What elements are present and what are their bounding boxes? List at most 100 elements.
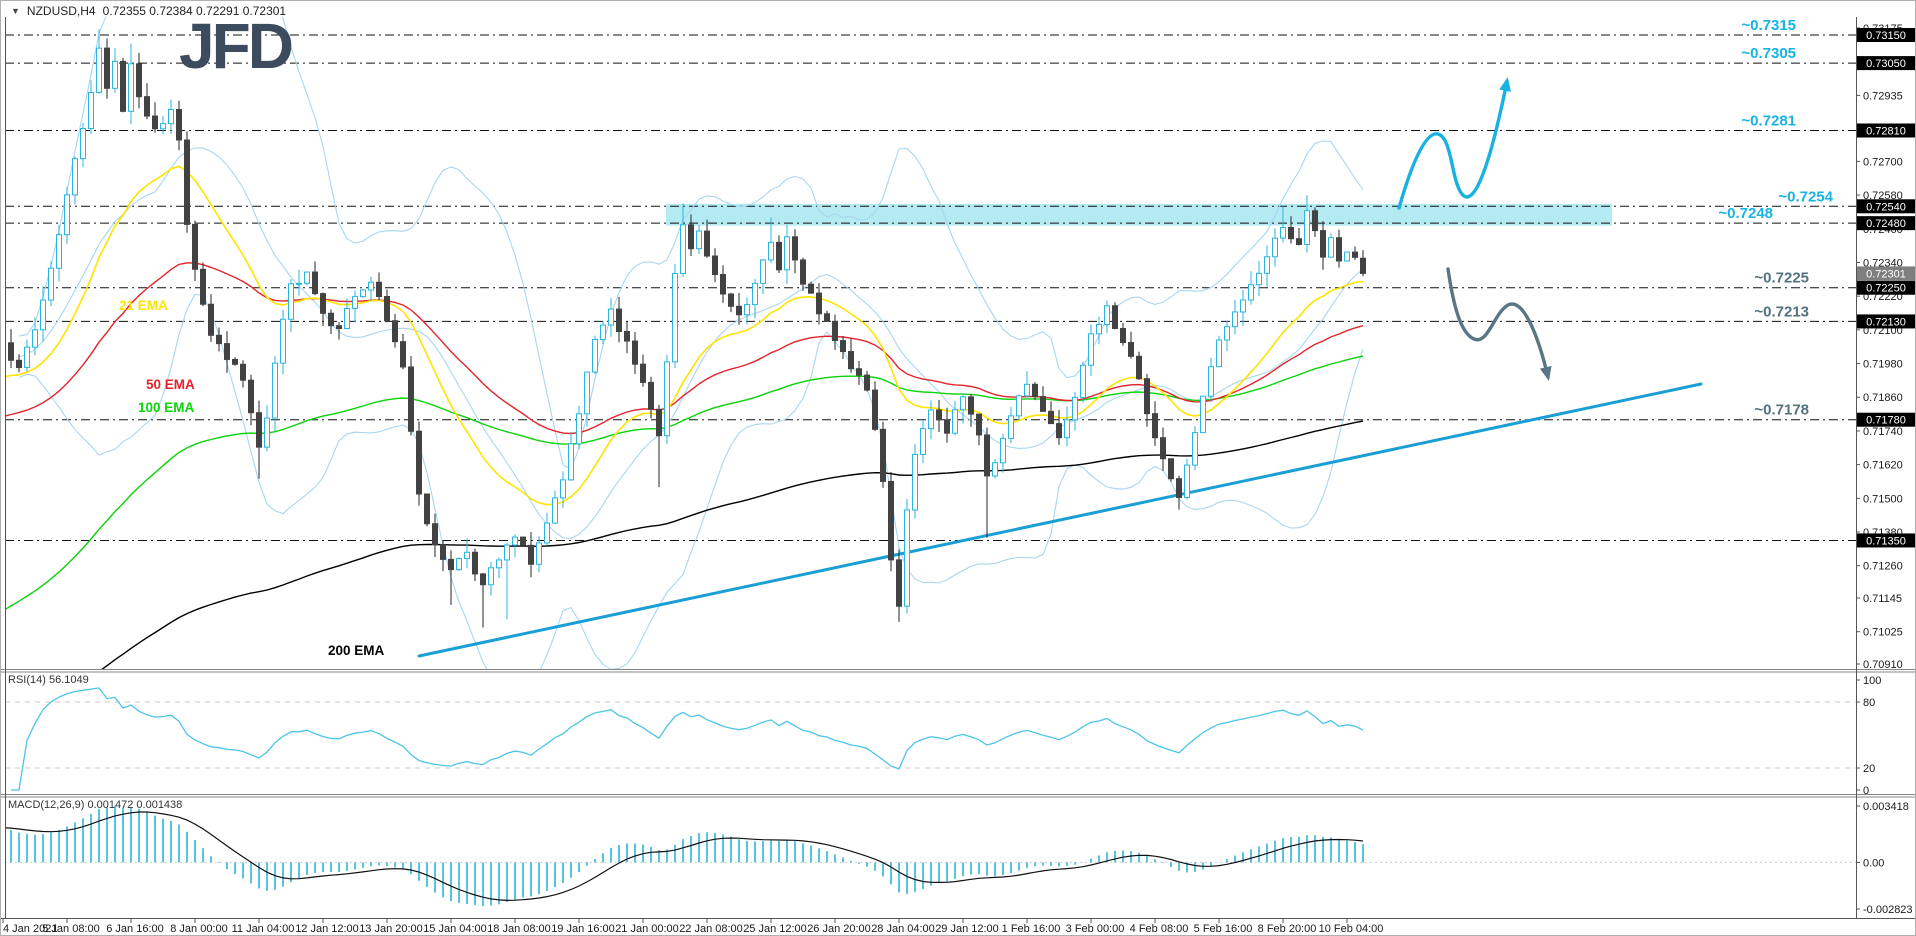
- candle: [936, 409, 942, 421]
- date-axis-label: 11 Jan 04:00: [232, 923, 295, 935]
- bollinger-lower: [18, 293, 1364, 669]
- candle: [312, 271, 318, 295]
- macd-panel[interactable]: [3, 805, 1856, 907]
- candle: [680, 224, 686, 274]
- candle: [1032, 383, 1038, 398]
- candle: [520, 536, 526, 546]
- candle: [104, 47, 110, 89]
- candle: [1104, 305, 1110, 325]
- symbol-dropdown-icon[interactable]: ▼: [11, 6, 20, 16]
- candle: [1336, 237, 1342, 262]
- candle: [136, 63, 142, 98]
- candle: [568, 443, 574, 481]
- rsi-axis[interactable]: 100 80 20 0: [1856, 675, 1881, 797]
- date-axis-label: 4 Jan 2021: [3, 923, 57, 935]
- candle: [32, 329, 38, 348]
- candle: [488, 567, 494, 586]
- date-axis-label: 19 Jan 16:00: [551, 923, 615, 935]
- candle: [992, 462, 998, 477]
- candle: [1056, 423, 1062, 439]
- candle: [584, 371, 590, 415]
- rsi-axis-tick: 20: [1863, 763, 1875, 775]
- level-price-badge: 0.72810: [1866, 125, 1906, 137]
- ema-100-label: 100 EMA: [138, 400, 195, 415]
- candle: [832, 320, 838, 342]
- candle: [144, 96, 150, 117]
- candle: [752, 282, 758, 306]
- candle: [960, 396, 966, 411]
- price-level-label: ~0.7225: [1754, 270, 1809, 287]
- candle: [1128, 341, 1134, 357]
- candlestick-layer[interactable]: [1, 29, 1366, 628]
- date-axis-label: 12 Jan 12:00: [295, 923, 359, 935]
- candle: [80, 128, 86, 160]
- candle: [176, 108, 182, 141]
- rsi-indicator-label: RSI(14) 56.1049: [8, 674, 89, 686]
- candle: [1280, 226, 1286, 239]
- candle: [368, 281, 374, 291]
- candle: [600, 324, 606, 340]
- date-axis-label: 18 Jan 08:00: [487, 923, 551, 935]
- price-level-label: ~0.7178: [1754, 402, 1809, 419]
- bearish-projection-arrow[interactable]: [1446, 267, 1552, 381]
- candle: [976, 413, 982, 436]
- price-axis[interactable]: 0.731750.729350.727000.725800.724600.723…: [1856, 23, 1915, 671]
- price-axis-tick: 0.71740: [1863, 426, 1903, 438]
- candle: [1272, 237, 1278, 258]
- rsi-panel[interactable]: [5, 687, 1856, 791]
- price-level-label: ~0.7305: [1741, 45, 1796, 62]
- candle: [616, 308, 622, 332]
- ema-200-line: [101, 420, 1364, 669]
- candle: [208, 303, 214, 336]
- candle: [880, 428, 886, 482]
- candle: [400, 341, 406, 368]
- candle: [440, 544, 446, 560]
- candle: [416, 430, 422, 495]
- ascending-trendline[interactable]: [417, 382, 1703, 658]
- candle: [808, 283, 814, 294]
- date-axis-label: 8 Jan 00:00: [170, 923, 228, 935]
- ema-200-label: 200 EMA: [328, 643, 385, 658]
- rsi-line: [11, 687, 1364, 791]
- level-price-badge: 0.73050: [1866, 58, 1906, 70]
- candle: [624, 330, 630, 342]
- candle: [152, 115, 158, 130]
- candle: [5, 342, 6, 366]
- candle: [664, 361, 670, 437]
- candle: [184, 139, 190, 225]
- candle: [288, 283, 294, 320]
- candle: [168, 108, 174, 125]
- bollinger-middle: [18, 147, 1364, 539]
- candle: [1264, 256, 1270, 274]
- broker-logo: JFD: [179, 10, 294, 82]
- price-level-label: ~0.7281: [1741, 112, 1796, 129]
- ema-50-line: [5, 262, 1364, 435]
- candle: [1248, 284, 1254, 301]
- bullish-projection-arrow[interactable]: [1397, 77, 1511, 210]
- level-price-badge: 0.73150: [1866, 30, 1906, 42]
- ema-labels: 21 EMA 50 EMA 100 EMA 200 EMA: [119, 298, 385, 658]
- date-axis-label: 1 Feb 16:00: [1002, 923, 1061, 935]
- macd-axis[interactable]: 0.003418 0.00 -0.002823: [1856, 801, 1913, 916]
- candle: [8, 342, 14, 361]
- rsi-axis-tick: 100: [1863, 675, 1881, 687]
- candle: [448, 558, 454, 571]
- chart-titlebar: ▼ NZDUSD,H4 0.72355 0.72384 0.72291 0.72…: [11, 4, 286, 18]
- candle: [456, 558, 462, 571]
- candle: [1352, 251, 1358, 258]
- ohlc-values: 0.72355 0.72384 0.72291 0.72301: [102, 4, 287, 18]
- candle: [40, 299, 46, 331]
- candle: [504, 544, 510, 561]
- price-axis-tick: 0.71860: [1863, 392, 1903, 404]
- level-price-badge: 0.72250: [1866, 283, 1906, 295]
- candle: [1288, 226, 1294, 240]
- candle: [864, 374, 870, 391]
- candle: [200, 268, 206, 305]
- candle: [776, 241, 782, 271]
- candle: [696, 230, 702, 250]
- candle: [1240, 299, 1246, 313]
- candle: [800, 259, 806, 285]
